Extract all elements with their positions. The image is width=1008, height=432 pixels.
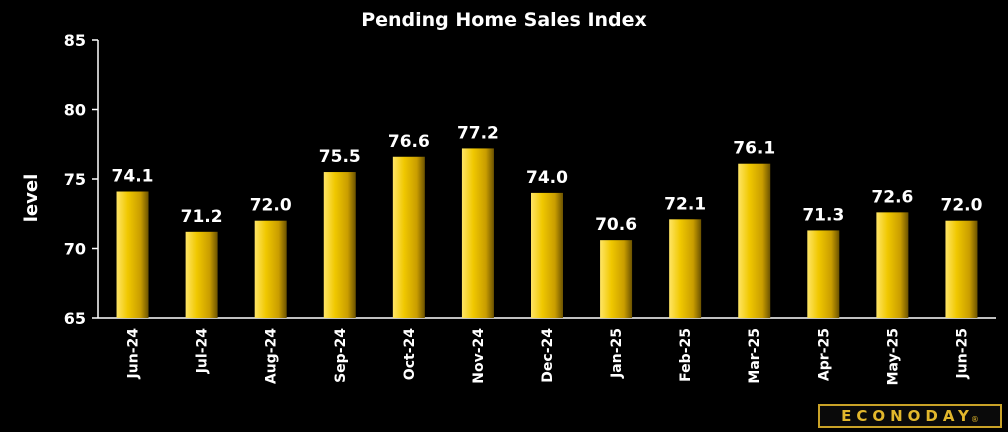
data-label: 75.5 [319, 147, 361, 167]
data-label: 72.1 [664, 194, 706, 214]
x-tick-label: Jun-25 [954, 328, 970, 379]
data-label: 70.6 [595, 215, 637, 235]
data-label: 76.6 [388, 132, 430, 152]
x-tick-label: Nov-24 [471, 328, 487, 384]
bar-may-25 [876, 212, 909, 318]
data-label: 76.1 [733, 139, 775, 159]
bar-oct-24 [392, 156, 425, 318]
brand-name: ECONODAY [841, 407, 974, 425]
y-tick-label: 70 [64, 240, 86, 259]
data-label: 71.2 [181, 207, 223, 227]
econoday-logo: ECONODAY ® [818, 404, 1002, 428]
data-label: 71.3 [802, 205, 844, 225]
data-label: 74.0 [526, 168, 568, 188]
bar-jan-25 [600, 240, 633, 318]
y-tick-label: 75 [64, 170, 86, 189]
data-label: 72.0 [250, 196, 292, 216]
y-tick-label: 65 [64, 309, 86, 328]
x-tick-label: Jan-25 [609, 328, 625, 379]
bar-sep-24 [323, 172, 356, 318]
data-label: 77.2 [457, 123, 499, 143]
brand-registered-mark: ® [970, 414, 979, 424]
x-tick-label: Aug-24 [264, 328, 280, 384]
data-label: 74.1 [112, 167, 154, 187]
chart-title: Pending Home Sales Index [361, 9, 647, 31]
bar-aug-24 [254, 220, 287, 318]
y-tick-label: 80 [64, 101, 86, 120]
x-tick-label: Oct-24 [402, 328, 418, 380]
bar-apr-25 [807, 230, 840, 318]
data-label: 72.6 [871, 187, 913, 207]
x-tick-label: Mar-25 [747, 328, 763, 384]
x-tick-label: Apr-25 [816, 328, 832, 381]
y-tick-label: 85 [64, 31, 86, 50]
bar-nov-24 [461, 148, 494, 318]
x-tick-label: Dec-24 [540, 328, 556, 383]
x-tick-label: Sep-24 [333, 328, 349, 383]
bar-jun-24 [116, 191, 149, 318]
x-tick-label: Feb-25 [678, 328, 694, 382]
x-tick-label: May-25 [885, 328, 901, 385]
x-tick-label: Jul-24 [195, 328, 211, 375]
bar-jul-24 [185, 231, 218, 318]
bar-feb-25 [669, 219, 702, 318]
x-tick-label: Jun-24 [126, 328, 142, 380]
bar-jun-25 [945, 220, 978, 318]
bar-dec-24 [531, 192, 563, 318]
y-axis-label: level [21, 174, 42, 223]
bar-mar-25 [738, 163, 771, 318]
data-label: 72.0 [940, 196, 982, 216]
